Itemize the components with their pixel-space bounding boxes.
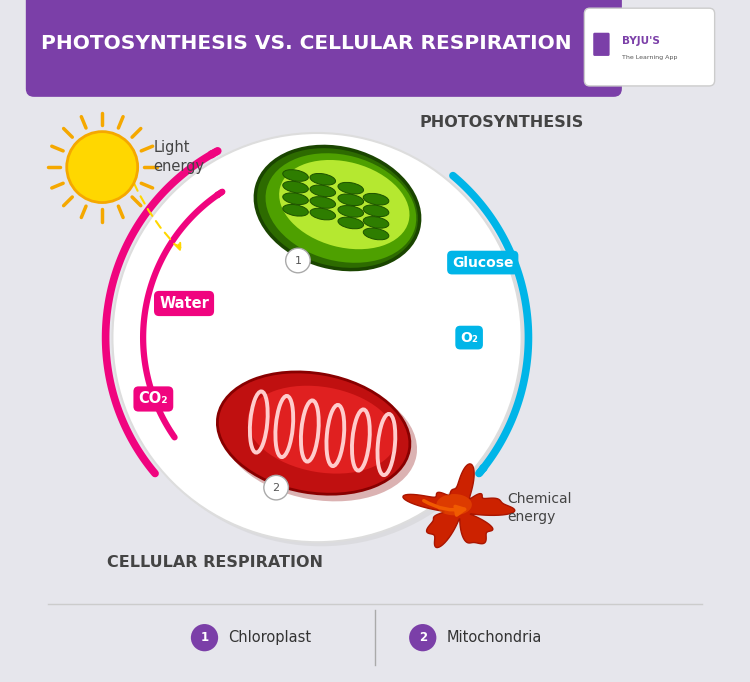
Text: Chemical
energy: Chemical energy xyxy=(507,492,572,524)
Ellipse shape xyxy=(363,228,388,240)
Text: 2: 2 xyxy=(272,483,280,492)
Circle shape xyxy=(264,475,289,500)
FancyBboxPatch shape xyxy=(34,0,375,89)
Text: O₂: O₂ xyxy=(460,331,478,344)
Text: PHOTOSYNTHESIS VS. CELLULAR RESPIRATION: PHOTOSYNTHESIS VS. CELLULAR RESPIRATION xyxy=(41,34,572,53)
Text: Light
energy: Light energy xyxy=(153,140,205,174)
Circle shape xyxy=(190,624,218,651)
Ellipse shape xyxy=(363,194,388,205)
Circle shape xyxy=(116,137,526,546)
FancyBboxPatch shape xyxy=(584,8,715,86)
Text: CO₂: CO₂ xyxy=(139,391,168,406)
Ellipse shape xyxy=(338,217,364,228)
Ellipse shape xyxy=(338,182,364,194)
Ellipse shape xyxy=(255,147,420,269)
Ellipse shape xyxy=(279,160,410,249)
Polygon shape xyxy=(403,464,514,548)
Text: The Learning App: The Learning App xyxy=(622,55,677,60)
Ellipse shape xyxy=(310,185,335,196)
Ellipse shape xyxy=(363,217,388,228)
Ellipse shape xyxy=(283,205,308,216)
Text: PHOTOSYNTHESIS: PHOTOSYNTHESIS xyxy=(419,115,584,130)
Circle shape xyxy=(409,624,436,651)
FancyBboxPatch shape xyxy=(26,0,622,97)
Text: Chloroplast: Chloroplast xyxy=(228,630,311,645)
Text: BYJU'S: BYJU'S xyxy=(622,36,660,46)
Ellipse shape xyxy=(310,208,335,220)
FancyBboxPatch shape xyxy=(593,33,610,56)
Ellipse shape xyxy=(283,181,308,193)
Ellipse shape xyxy=(363,205,388,217)
Text: CELLULAR RESPIRATION: CELLULAR RESPIRATION xyxy=(106,555,322,570)
Ellipse shape xyxy=(310,196,335,208)
Ellipse shape xyxy=(338,205,364,217)
Ellipse shape xyxy=(338,194,364,205)
Ellipse shape xyxy=(221,376,417,501)
Ellipse shape xyxy=(283,193,308,205)
Circle shape xyxy=(286,248,310,273)
Ellipse shape xyxy=(266,153,416,263)
Ellipse shape xyxy=(217,372,410,494)
Ellipse shape xyxy=(283,170,308,181)
Text: Mitochondria: Mitochondria xyxy=(446,630,542,645)
Text: 1: 1 xyxy=(295,256,302,265)
Ellipse shape xyxy=(310,173,335,185)
Text: Glucose: Glucose xyxy=(452,256,514,269)
Text: Water: Water xyxy=(159,296,209,311)
Circle shape xyxy=(67,132,138,203)
Polygon shape xyxy=(436,494,472,516)
Text: 2: 2 xyxy=(419,631,427,644)
Text: 1: 1 xyxy=(200,631,208,644)
Circle shape xyxy=(112,133,522,542)
Ellipse shape xyxy=(248,386,396,473)
